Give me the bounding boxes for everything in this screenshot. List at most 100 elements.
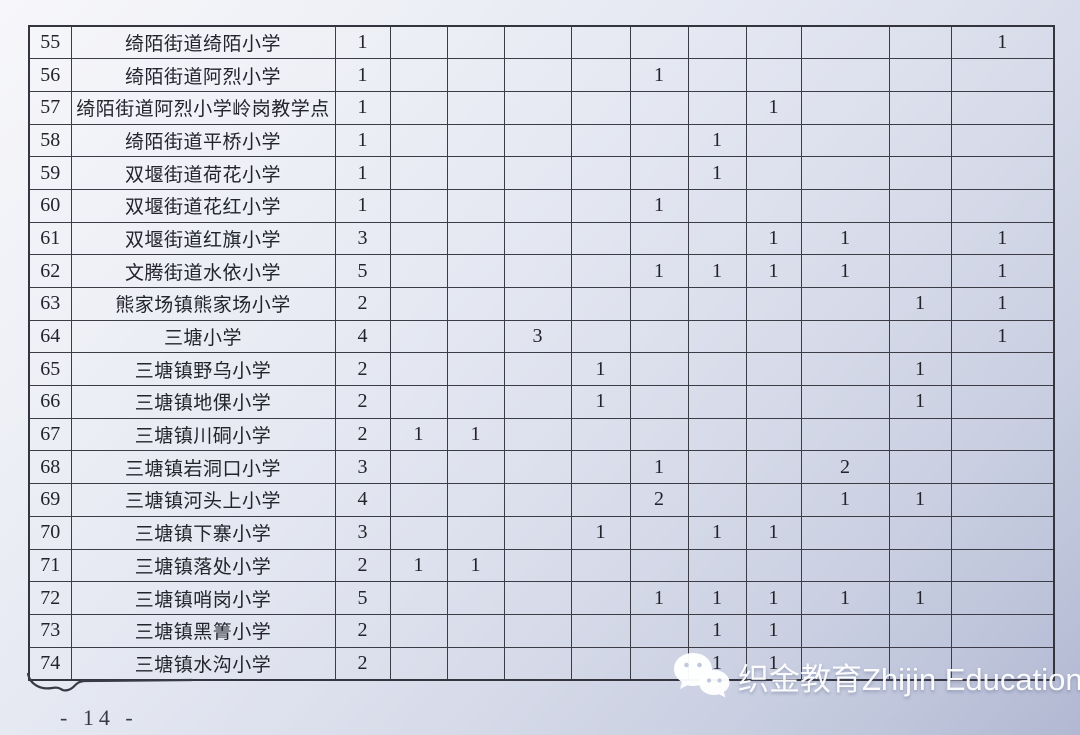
value-cell [503, 58, 572, 92]
value-cell: 2 [800, 450, 890, 485]
value-cell [446, 221, 505, 256]
value-cell [629, 646, 689, 681]
value-cell [570, 58, 631, 92]
total-count-cell: 5 [334, 254, 391, 288]
total-count-cell: 2 [334, 352, 391, 387]
value-cell [629, 352, 689, 387]
value-cell: 1 [950, 287, 1055, 321]
value-cell [745, 483, 802, 517]
value-cell: 1 [800, 254, 890, 288]
school-allocation-table: 55 绮陌街道绮陌小学 1 1 56 绮陌街道阿烈小学 1 1 57 绮陌街道阿烈小学岭岗教学点 1… [28, 25, 1055, 681]
table-row: 72 三塘镇哨岗小学 5 1 1 1 1 1 [28, 581, 1055, 615]
school-name-cell: 三塘小学 [70, 319, 336, 354]
value-cell [570, 287, 631, 321]
value-cell [446, 613, 505, 648]
value-cell [888, 58, 952, 92]
value-cell [570, 25, 631, 60]
value-cell [687, 90, 747, 125]
value-cell: 1 [745, 613, 802, 648]
row-number-cell: 74 [28, 646, 72, 681]
value-cell [629, 156, 689, 190]
value-cell: 1 [629, 581, 689, 615]
table-body: 55 绮陌街道绮陌小学 1 1 56 绮陌街道阿烈小学 1 1 57 绮陌街道阿烈小学岭岗教学点 1… [28, 25, 1055, 681]
row-number-cell: 63 [28, 287, 72, 321]
value-cell [389, 221, 448, 256]
value-cell [687, 548, 747, 583]
value-cell [888, 319, 952, 354]
value-cell [687, 385, 747, 419]
value-cell: 1 [950, 221, 1055, 256]
total-count-cell: 2 [334, 548, 391, 583]
page-number: - 14 - [60, 705, 138, 730]
value-cell [570, 417, 631, 452]
value-cell [389, 581, 448, 615]
school-name-cell: 三塘镇野乌小学 [70, 352, 336, 387]
row-number-cell: 56 [28, 58, 72, 92]
value-cell [888, 548, 952, 583]
school-name-cell: 双堰街道花红小学 [70, 188, 336, 223]
value-cell [389, 450, 448, 485]
school-name-cell: 三塘镇地倮小学 [70, 385, 336, 419]
value-cell [950, 385, 1055, 419]
value-cell [687, 352, 747, 387]
value-cell: 1 [446, 548, 505, 583]
school-name-cell: 双堰街道红旗小学 [70, 221, 336, 256]
value-cell [570, 221, 631, 256]
table-row: 60 双堰街道花红小学 1 1 [28, 188, 1055, 223]
value-cell: 1 [745, 646, 802, 681]
value-cell [888, 646, 952, 681]
value-cell [503, 450, 572, 485]
value-cell [800, 385, 890, 419]
value-cell: 1 [687, 515, 747, 550]
total-count-cell: 2 [334, 385, 391, 419]
value-cell [446, 254, 505, 288]
value-cell [800, 25, 890, 60]
value-cell: 1 [687, 613, 747, 648]
value-cell [570, 156, 631, 190]
value-cell [687, 483, 747, 517]
value-cell [570, 123, 631, 158]
table-row: 67 三塘镇川硐小学 2 1 1 [28, 417, 1055, 452]
row-number-cell: 73 [28, 613, 72, 648]
table-row: 58 绮陌街道平桥小学 1 1 [28, 123, 1055, 158]
value-cell [389, 188, 448, 223]
school-name-cell: 三塘镇哨岗小学 [70, 581, 336, 615]
table-row: 57 绮陌街道阿烈小学岭岗教学点 1 1 [28, 90, 1055, 125]
total-count-cell: 2 [334, 287, 391, 321]
value-cell [389, 156, 448, 190]
value-cell [570, 646, 631, 681]
value-cell [950, 123, 1055, 158]
value-cell [687, 58, 747, 92]
value-cell [745, 188, 802, 223]
value-cell: 1 [389, 417, 448, 452]
table-row: 65 三塘镇野乌小学 2 1 1 [28, 352, 1055, 387]
school-name-cell: 三塘镇下寨小学 [70, 515, 336, 550]
value-cell [800, 156, 890, 190]
value-cell [687, 221, 747, 256]
table-row: 70 三塘镇下寨小学 3 1 1 1 [28, 515, 1055, 550]
value-cell [503, 417, 572, 452]
value-cell [950, 483, 1055, 517]
total-count-cell: 2 [334, 613, 391, 648]
value-cell: 1 [888, 385, 952, 419]
value-cell [800, 188, 890, 223]
row-number-cell: 72 [28, 581, 72, 615]
value-cell [888, 188, 952, 223]
table-row: 56 绮陌街道阿烈小学 1 1 [28, 58, 1055, 92]
table-row: 63 熊家场镇熊家场小学 2 1 1 [28, 287, 1055, 321]
value-cell [745, 25, 802, 60]
value-cell [503, 483, 572, 517]
value-cell [629, 515, 689, 550]
value-cell: 1 [629, 188, 689, 223]
value-cell [503, 25, 572, 60]
table-row: 68 三塘镇岩洞口小学 3 1 2 [28, 450, 1055, 485]
value-cell [950, 188, 1055, 223]
value-cell [570, 548, 631, 583]
value-cell: 1 [687, 581, 747, 615]
value-cell: 1 [950, 25, 1055, 60]
value-cell: 1 [950, 254, 1055, 288]
value-cell: 1 [888, 581, 952, 615]
value-cell: 2 [629, 483, 689, 517]
value-cell [687, 25, 747, 60]
value-cell [745, 352, 802, 387]
